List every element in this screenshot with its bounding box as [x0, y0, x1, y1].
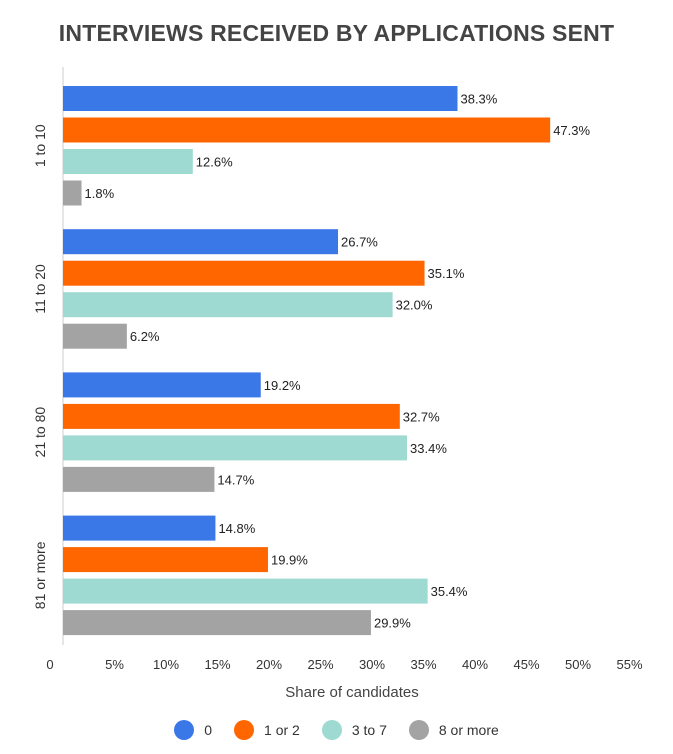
y-tick-label: 11 to 20	[32, 264, 48, 314]
data-label: 12.6%	[196, 155, 233, 170]
legend-item: 1 or 2	[234, 720, 300, 740]
data-label: 29.9%	[374, 616, 411, 631]
bar-2-3	[63, 292, 393, 318]
bar-1-4	[63, 180, 82, 206]
y-tick-label: 21 to 80	[32, 407, 48, 458]
legend-item: 0	[174, 720, 212, 740]
data-label: 26.7%	[341, 235, 378, 250]
x-tick-label: 45%	[513, 657, 539, 672]
bar-4-1	[63, 515, 216, 541]
data-label: 32.0%	[396, 298, 433, 313]
data-label: 38.3%	[460, 92, 497, 107]
bar-3-3	[63, 435, 408, 461]
x-tick-label: 40%	[462, 657, 488, 672]
chart-title: INTERVIEWS RECEIVED BY APPLICATIONS SENT	[58, 20, 615, 46]
bar-2-2	[63, 260, 425, 286]
data-label: 32.7%	[403, 409, 440, 424]
data-label: 19.2%	[264, 378, 301, 393]
bar-4-2	[63, 547, 268, 573]
x-tick-label: 15%	[204, 657, 230, 672]
data-label: 19.9%	[271, 553, 308, 568]
bar-3-4	[63, 466, 215, 492]
x-tick-label: 0	[46, 657, 53, 672]
data-label: 6.2%	[130, 329, 160, 344]
x-tick-label: 25%	[307, 657, 333, 672]
x-tick-label: 30%	[359, 657, 385, 672]
bar-1-2	[63, 117, 551, 143]
data-label: 1.8%	[85, 186, 115, 201]
bar-4-3	[63, 578, 428, 604]
legend-label: 8 or more	[438, 722, 499, 738]
bar-3-1	[63, 372, 261, 398]
bar-1-1	[63, 86, 458, 111]
data-label: 47.3%	[553, 123, 590, 138]
data-label: 35.4%	[431, 584, 468, 599]
x-tick-label: 5%	[105, 657, 124, 672]
y-tick-label: 1 to 10	[32, 124, 48, 167]
legend-item: 8 or more	[408, 720, 499, 740]
y-tick-label: 81 or more	[32, 541, 48, 609]
data-label: 14.7%	[217, 472, 254, 487]
legend-swatch	[408, 720, 429, 740]
bar-1-3	[63, 149, 193, 174]
legend-label: 3 to 7	[351, 722, 387, 738]
legend-swatch	[321, 720, 342, 740]
legend-label: 0	[204, 722, 213, 738]
x-tick-label: 35%	[410, 657, 436, 672]
x-tick-label: 10%	[153, 657, 179, 672]
x-axis-label: Share of candidates	[285, 684, 418, 701]
data-label: 35.1%	[428, 266, 465, 281]
data-label: 33.4%	[410, 441, 447, 456]
legend: 0 1 or 2 3 to 7 8 or more	[0, 718, 673, 742]
bar-3-2	[63, 403, 400, 429]
x-tick-label: 55%	[616, 657, 642, 672]
legend-swatch	[174, 720, 195, 740]
legend-item: 3 to 7	[321, 720, 387, 740]
legend-label: 1 or 2	[264, 722, 300, 738]
bar-4-4	[63, 610, 371, 636]
bar-2-4	[63, 323, 127, 349]
bar-2-1	[63, 229, 339, 255]
legend-swatch	[234, 720, 255, 740]
x-tick-label: 20%	[256, 657, 282, 672]
x-tick-label: 50%	[565, 657, 591, 672]
data-label: 14.8%	[218, 521, 255, 536]
